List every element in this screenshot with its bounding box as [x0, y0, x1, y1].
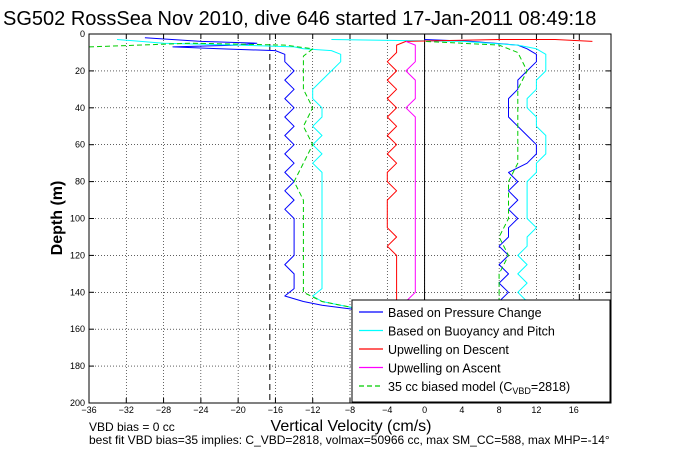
x-tick-label: 12	[531, 405, 541, 415]
x-tick-label: −8	[345, 405, 355, 415]
y-tick-label: 60	[75, 140, 85, 150]
x-tick-label: −28	[156, 405, 171, 415]
tick-labels: −36 −32 −28 −24 −20 −16 −12 −8 −4 0 4 8 12 1602040608…	[70, 29, 579, 415]
x-axis-label: Vertical Velocity (cm/s)	[271, 418, 432, 435]
y-tick-label: 120	[70, 250, 85, 260]
y-tick-label: 0	[80, 29, 85, 39]
y-tick-label: 160	[70, 324, 85, 334]
series-line	[386, 39, 593, 311]
legend-label: Upwelling on Ascent	[388, 362, 501, 376]
series-line	[396, 40, 416, 312]
y-tick-label: 80	[75, 177, 85, 187]
x-tick-label: 16	[569, 405, 579, 415]
x-tick-label: −12	[305, 405, 320, 415]
x-tick-label: 8	[497, 405, 502, 415]
footer-line-1: VBD bias = 0 cc	[89, 420, 175, 434]
x-tick-label: 0	[422, 405, 427, 415]
x-tick-label: −20	[231, 405, 246, 415]
y-tick-label: 140	[70, 287, 85, 297]
x-tick-label: −32	[119, 405, 134, 415]
grid-lines	[89, 34, 611, 403]
y-axis-label: Depth (m)	[49, 181, 66, 256]
y-tick-label: 20	[75, 66, 85, 76]
legend-box	[351, 299, 611, 403]
chart-title: SG502 RossSea Nov 2010, dive 646 started…	[3, 8, 596, 30]
y-tick-label: 100	[70, 214, 85, 224]
y-tick-label: 200	[70, 398, 85, 408]
x-tick-label: −16	[268, 405, 283, 415]
x-tick-label: −4	[382, 405, 392, 415]
footer-line-2: best fit VBD bias=35 implies: C_VBD=2818…	[89, 433, 610, 447]
y-tick-label: 40	[75, 103, 85, 113]
legend-label: Based on Pressure Change	[388, 306, 542, 320]
x-tick-label: −24	[193, 405, 208, 415]
y-tick-label: 180	[70, 361, 85, 371]
x-tick-label: 4	[459, 405, 464, 415]
x-tick-label: −36	[81, 405, 96, 415]
legend-label: Based on Buoyancy and Pitch	[388, 325, 555, 339]
legend-label: Upwelling on Descent	[388, 343, 509, 357]
legend-label: 35 cc biased model (CVBD=2818)	[388, 380, 570, 396]
legend: Based on Pressure Change Based on Buoyanc…	[351, 299, 611, 403]
